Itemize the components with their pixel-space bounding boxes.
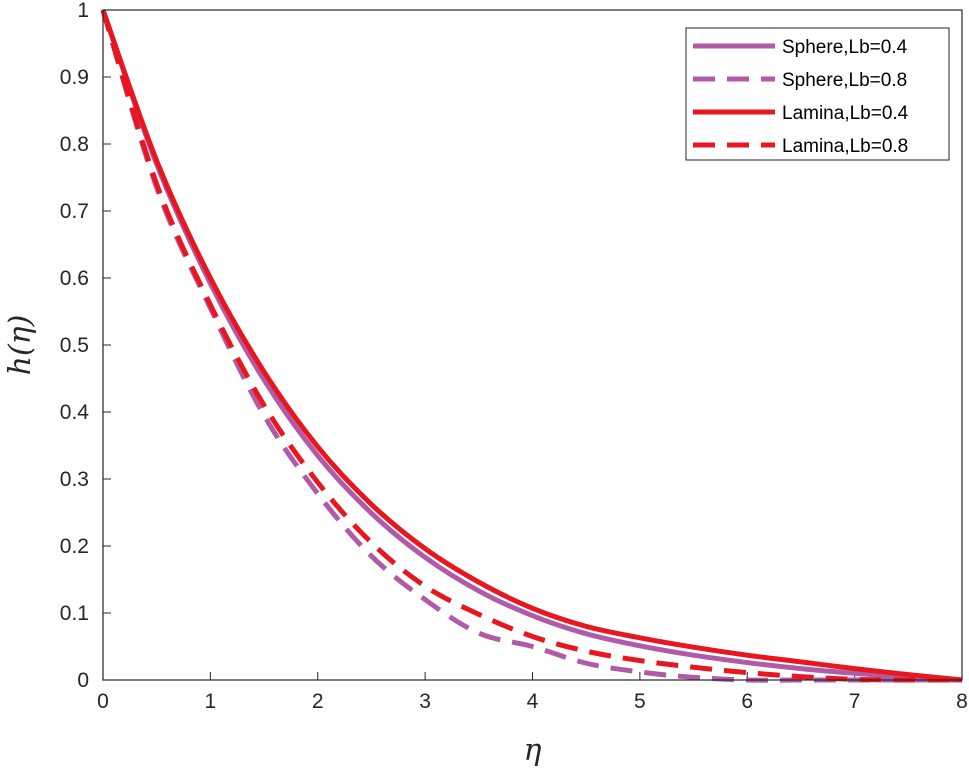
legend-label: Sphere,Lb=0.8	[782, 70, 907, 91]
y-tick-label: 0.7	[60, 200, 89, 223]
legend-label: Lamina,Lb=0.4	[782, 103, 909, 124]
y-tick-label: 0.6	[60, 267, 89, 290]
plot-frame	[102, 9, 963, 681]
legend: Sphere,Lb=0.4 Sphere,Lb=0.8 Lamina,Lb=0.4 L…	[685, 27, 950, 161]
y-tick-label: 0.9	[60, 66, 89, 89]
y-tick-label: 0.2	[60, 535, 89, 558]
series-line-3	[100, 9, 963, 683]
axes: 0 1 2 3 4 5 6 7 8 0 0.1 0.2 0.3 0.4 0.5 0.6 0.7 0.8 0.9 1 η h…	[3, 0, 968, 768]
y-tick-label: 0.4	[60, 401, 90, 424]
y-tick-label: 0	[77, 669, 89, 692]
x-tick-label: 5	[634, 690, 646, 713]
x-tick-label: 7	[849, 690, 861, 713]
x-tick-label: 6	[741, 690, 753, 713]
legend-label: Sphere,Lb=0.4	[782, 37, 908, 58]
x-tick-label: 4	[527, 690, 539, 713]
series-line-2	[100, 9, 963, 683]
y-axis-title: h(η)	[3, 315, 38, 376]
legend-box	[685, 27, 950, 161]
plot-border	[102, 9, 963, 681]
x-tick-label: 3	[419, 690, 431, 713]
y-tick-label: 0.5	[60, 334, 89, 357]
x-axis-title: η	[524, 733, 542, 768]
x-tick-label: 2	[312, 690, 324, 713]
y-tick-label: 0.3	[60, 468, 89, 491]
y-tick-label: 0.8	[60, 133, 89, 156]
x-tick-label: 1	[205, 690, 217, 713]
x-tick-label: 0	[97, 690, 109, 713]
legend-label: Lamina,Lb=0.8	[782, 136, 908, 157]
y-tick-label: 0.1	[60, 602, 89, 625]
x-tick-label: 8	[956, 690, 968, 713]
y-tick-label: 1	[77, 0, 89, 22]
